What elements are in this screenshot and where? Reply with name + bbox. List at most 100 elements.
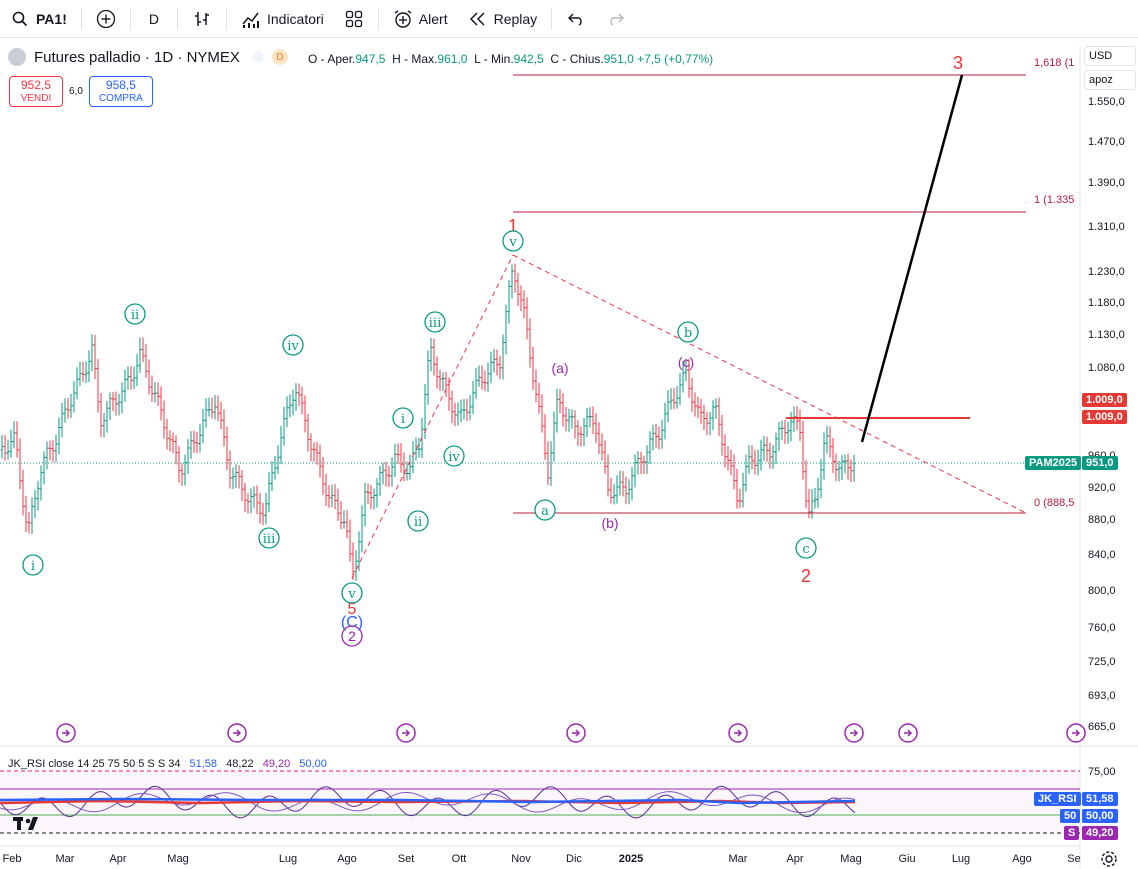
event-glyph	[850, 729, 859, 737]
wave-circle	[22, 554, 44, 576]
rsi-line	[0, 785, 856, 819]
fib-1-label: 1 (1.335	[1034, 194, 1074, 206]
time-tick: 2025	[619, 853, 643, 865]
wave-circle	[677, 321, 699, 343]
wave-2-circle-label: 2	[348, 628, 356, 644]
time-tick: Mar	[729, 853, 748, 865]
ohlc-values: O - Aper.947,5 H - Max.961,0 L - Min.942…	[308, 52, 714, 66]
time-tick: Feb	[3, 853, 22, 865]
market-closed-icon	[251, 51, 264, 63]
event-markers	[56, 723, 1086, 743]
wave-circle-label: a	[541, 504, 549, 519]
divider	[225, 7, 227, 30]
currency-selector[interactable]: USD	[1084, 46, 1136, 66]
search-icon	[10, 9, 30, 29]
wave-circle-label: v	[347, 587, 356, 602]
undo-button[interactable]	[556, 0, 596, 38]
sell-button[interactable]: 952,5 VENDI	[9, 76, 63, 107]
event-glyph	[62, 729, 71, 737]
price-tick: 1.180,0	[1088, 297, 1125, 309]
grid-icon	[344, 9, 364, 29]
interval-button[interactable]: D	[135, 0, 173, 38]
time-tick: Set	[398, 853, 415, 865]
price-axis: 1.550,0 1.470,0 1.390,0 1.310,0 1.230,0 1.180…	[1088, 96, 1125, 733]
price-tick: 800,0	[1088, 585, 1116, 597]
wave3-projection-line[interactable]	[860, 74, 964, 443]
delayed-badge[interactable]: D	[271, 49, 288, 65]
time-tick: Mag	[840, 853, 861, 865]
layouts-button[interactable]	[334, 0, 374, 38]
time-tick: Giu	[898, 853, 915, 865]
buy-button[interactable]: 958,5 COMPRA	[88, 76, 153, 107]
time-tick: Ago	[1012, 853, 1032, 865]
redo-button[interactable]	[596, 0, 636, 38]
price-tick: 840,0	[1088, 549, 1116, 561]
wave-circle	[534, 499, 556, 521]
scale-selector[interactable]: apoz	[1084, 70, 1136, 90]
event-glyph	[572, 729, 581, 737]
wave-C-label: (C)	[341, 614, 363, 631]
chart-settings-button[interactable]	[1100, 850, 1118, 868]
chart-title[interactable]: Futures palladio · 1D · NYMEX	[34, 48, 240, 66]
event-glyph	[1072, 729, 1081, 737]
chart-type-button[interactable]	[182, 0, 222, 38]
replay-button[interactable]: Replay	[458, 0, 548, 38]
plus-circle-icon	[96, 9, 116, 29]
wave-circle-label: i	[401, 412, 405, 427]
ohlc-bars	[0, 263, 856, 581]
wave-circle	[124, 303, 146, 325]
tradingview-logo-icon[interactable]	[13, 817, 38, 830]
rsi-axis-75: 75,00	[1088, 766, 1116, 778]
chart-legend: Futures palladio · 1D · NYMEX D	[8, 48, 288, 66]
rsi-lines	[0, 785, 856, 819]
wave-circle	[341, 582, 363, 604]
wave-pc-label: (c)	[678, 354, 694, 370]
time-tick: Apr	[786, 853, 803, 865]
rsi-50-tag: 50	[1060, 809, 1081, 823]
wave-5-label: 5	[348, 601, 357, 618]
wave-circle	[443, 445, 465, 467]
wave-circle-label: ii	[131, 308, 139, 323]
time-tick: Ott	[452, 853, 467, 865]
event-glyph	[233, 729, 242, 737]
rsi-signal-line	[0, 791, 856, 814]
sell-label: VENDI	[20, 93, 52, 104]
fib-1618-label: 1,618 (1	[1034, 57, 1074, 69]
wave-circle-label: iii	[263, 532, 275, 547]
spread-value: 6,0	[69, 86, 83, 97]
interval-label: D	[148, 10, 159, 27]
time-tick: Dic	[566, 853, 582, 865]
time-tick: Lug	[279, 853, 297, 865]
rsi-value-tag: 51,58	[1082, 792, 1118, 806]
wave-circle-label: c	[802, 542, 809, 557]
price-tick: 1.230,0	[1088, 266, 1125, 278]
rewind-icon	[468, 9, 488, 29]
price-axis-controls: USD apoz	[1080, 46, 1138, 94]
price-tick: 1.080,0	[1088, 362, 1125, 374]
wave-circle-label: iv	[287, 339, 299, 354]
rsi-trend-blue	[0, 797, 856, 805]
indicators-button[interactable]: Indicatori	[231, 0, 334, 38]
price-tick: 1.550,0	[1088, 96, 1125, 108]
price-tick: 760,0	[1088, 622, 1116, 634]
time-tick: Apr	[109, 853, 126, 865]
time-tick: Se	[1067, 853, 1080, 865]
rsi-legend[interactable]: JK_RSI close 14 25 75 50 5 S S 34 51,58 …	[8, 758, 327, 770]
top-toolbar: PA1! D Indicatori Alert R	[0, 0, 1138, 38]
wave-circle	[258, 527, 280, 549]
fib-0-label: 0 (888,5	[1034, 497, 1074, 509]
alert-button[interactable]: Alert	[383, 0, 458, 38]
rsi-s-tag: S	[1064, 826, 1080, 840]
bars-icon	[192, 9, 212, 29]
compare-button[interactable]	[86, 0, 126, 38]
time-tick: Mar	[56, 853, 75, 865]
wave-2-circle	[341, 625, 363, 647]
time-tick: Mag	[167, 853, 188, 865]
replay-label: Replay	[493, 10, 538, 27]
symbol-search[interactable]: PA1!	[0, 0, 77, 38]
resistance-price-label: 1.009,0	[1082, 393, 1127, 407]
indicators-label: Indicatori	[266, 10, 324, 27]
exchange-logo-icon	[8, 48, 26, 66]
